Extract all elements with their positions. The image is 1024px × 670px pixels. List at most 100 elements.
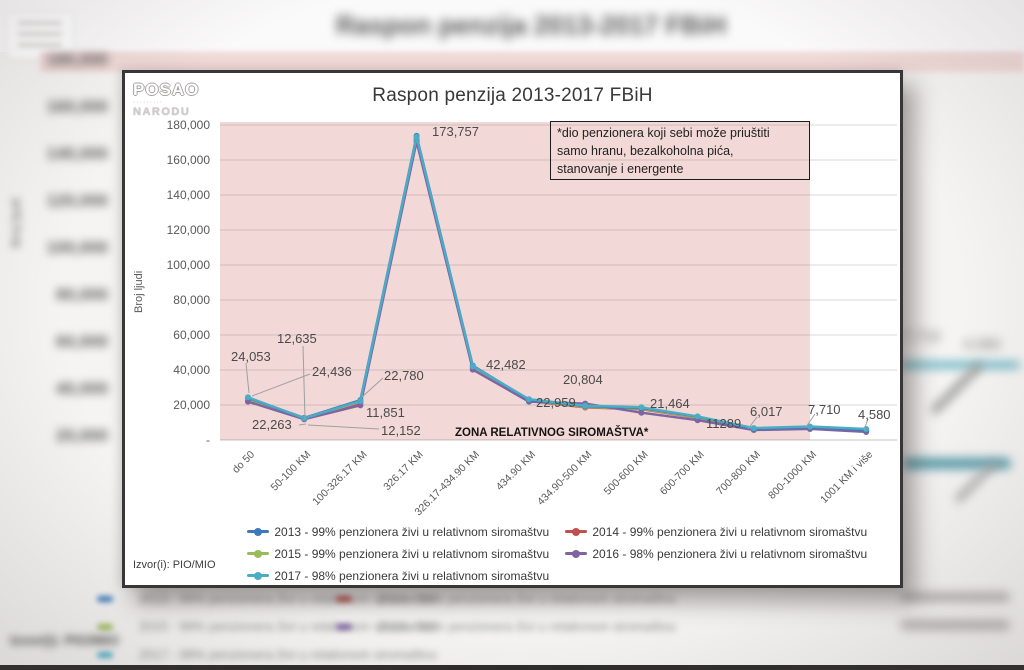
legend-marker-2014 <box>565 527 587 536</box>
x-tick-label: 500-600 KM <box>602 449 651 498</box>
background-teal-bar-blob <box>903 458 1011 469</box>
series-point <box>582 402 589 409</box>
background-legend-marker <box>97 624 113 630</box>
logo-dots: ········· <box>133 99 163 106</box>
legend-label-2014: 2014 - 99% penzionera živi u relativnom … <box>592 524 868 539</box>
series-point <box>750 425 757 432</box>
legend-label-2016: 2016 - 98% penzionera živi u relativnom … <box>592 546 868 561</box>
legend-marker-2016 <box>565 549 587 558</box>
zone-label: ZONA RELATIVNOG SIROMAŠTVA* <box>455 426 649 439</box>
label-leader-line <box>307 424 380 430</box>
background-y-tick: 120,000 <box>46 191 108 210</box>
y-tick-label: 100,000 <box>167 258 211 272</box>
series-point <box>357 397 364 404</box>
y-tick-label: - <box>206 433 210 447</box>
y-tick-label: 40,000 <box>173 363 210 377</box>
data-label: 6,017 <box>750 404 783 419</box>
data-label: 11,851 <box>366 405 405 420</box>
y-axis-title: Broj ljudi <box>133 271 145 313</box>
logo-posao-text: POSAO <box>133 80 200 99</box>
x-tick-label: 600-700 KM <box>658 449 707 498</box>
data-label: 24,436 <box>312 364 352 379</box>
background-y-tick: 140,000 <box>46 144 108 163</box>
annotation-line-1: *dio penzionera koji sebi može priuštiti <box>557 126 770 140</box>
annotation-line-3: stanovanje i energente <box>557 161 684 176</box>
data-label: 4,580 <box>858 407 891 422</box>
legend-marker-2017 <box>247 571 269 580</box>
data-label: 42,482 <box>486 357 526 372</box>
background-legend-text: 2014 - 99% penzionera živi u relativnom … <box>378 591 676 606</box>
background-legend-text: 2013 - 99% penzionera živi u relativnom … <box>139 591 437 606</box>
series-point <box>469 363 476 370</box>
source-text: Izvor(i): PIO/MIO <box>133 559 216 571</box>
series-point <box>301 415 308 422</box>
background-y-tick: 100,000 <box>46 238 108 257</box>
background-data-label-blob: 4,580 <box>963 336 1001 353</box>
background-chart-line-blob <box>900 362 1020 368</box>
y-tick-label: 60,000 <box>173 328 210 342</box>
background-logo-blob <box>8 14 72 58</box>
y-tick-label: 160,000 <box>167 153 211 167</box>
background-legend-blob <box>900 620 1010 630</box>
logo-narodu-text: NARODU <box>133 106 191 118</box>
series-point <box>357 402 364 409</box>
x-tick-label: 800-1000 KM <box>766 449 819 502</box>
legend-item-2017: 2017 - 98% penzionera živi u relativnom … <box>247 568 549 584</box>
data-label: 12,152 <box>381 423 421 438</box>
y-tick-label: 20,000 <box>173 398 210 412</box>
background-legend-text: 2016 - 98% penzionera živi u relativnom … <box>378 619 676 634</box>
label-leader-line <box>245 362 250 394</box>
data-label: 7,710 <box>808 402 841 417</box>
x-tick-label: 700-800 KM <box>714 449 763 498</box>
x-tick-label: 1001 KM i više <box>818 449 875 506</box>
x-tick-label: 100-326.17 KM <box>310 449 369 508</box>
background-x-label-blob <box>929 360 985 416</box>
legend-marker-2013 <box>247 527 269 536</box>
series-line-2017 <box>247 135 867 431</box>
y-tick-label: 120,000 <box>167 223 211 237</box>
legend-marker-2015 <box>247 549 269 558</box>
x-tick-label: 50-100 KM <box>269 449 314 494</box>
legend-item-2014: 2014 - 99% penzionera živi u relativnom … <box>565 524 867 540</box>
series-point <box>245 394 251 401</box>
data-label: 12,635 <box>277 331 317 346</box>
data-label: 24,053 <box>231 349 271 364</box>
label-leader-line <box>747 416 758 430</box>
legend-label-2015: 2015 - 99% penzionera živi u relativnom … <box>274 546 550 561</box>
label-leader-line <box>298 423 307 426</box>
data-label: 22,780 <box>384 368 424 383</box>
background-y-tick: 80,000 <box>56 285 108 304</box>
label-leader-line <box>361 377 384 398</box>
legend-item-2015: 2015 - 99% penzionera živi u relativnom … <box>247 546 549 562</box>
background-pink-zone-edge <box>40 52 1024 72</box>
poverty-zone-rect <box>220 122 810 440</box>
background-slide-title: Raspon penzija 2013-2017 FBiH <box>336 10 727 40</box>
background-legend-marker <box>336 624 352 630</box>
label-leader-line <box>251 373 311 397</box>
data-label: 20,804 <box>563 372 603 387</box>
background-legend-marker <box>97 652 113 658</box>
series-point <box>526 396 532 403</box>
background-legend-text: 2017 - 98% penzionera živi u relativnom … <box>139 647 437 662</box>
x-tick-label: 434.90-500 KM <box>535 449 594 508</box>
legend-item-2016: 2016 - 98% penzionera živi u relativnom … <box>565 546 867 562</box>
label-leader-line <box>302 345 306 420</box>
y-tick-label: 140,000 <box>167 188 211 202</box>
y-tick-label: 80,000 <box>173 293 210 307</box>
background-data-label-blob: 7,710 <box>903 328 941 345</box>
background-legend-marker <box>97 596 113 602</box>
series-point <box>694 413 701 420</box>
series-point <box>638 404 645 411</box>
background-bottom-strip <box>0 665 1024 670</box>
background-source-blob: Izvor(i): PIO/MIO <box>10 632 119 648</box>
legend-label-2013: 2013 - 99% penzionera živi u relativnom … <box>274 524 550 539</box>
x-tick-label: 326.17 KM <box>381 449 425 493</box>
data-label: 11289 <box>706 416 741 431</box>
background-top-band <box>0 0 1024 52</box>
legend-item-2013: 2013 - 99% penzionera živi u relativnom … <box>247 524 549 540</box>
label-leader-line <box>805 413 816 428</box>
label-leader-line <box>863 418 869 431</box>
background-y-tick: 40,000 <box>56 379 108 398</box>
data-label: 173,757 <box>432 124 479 139</box>
